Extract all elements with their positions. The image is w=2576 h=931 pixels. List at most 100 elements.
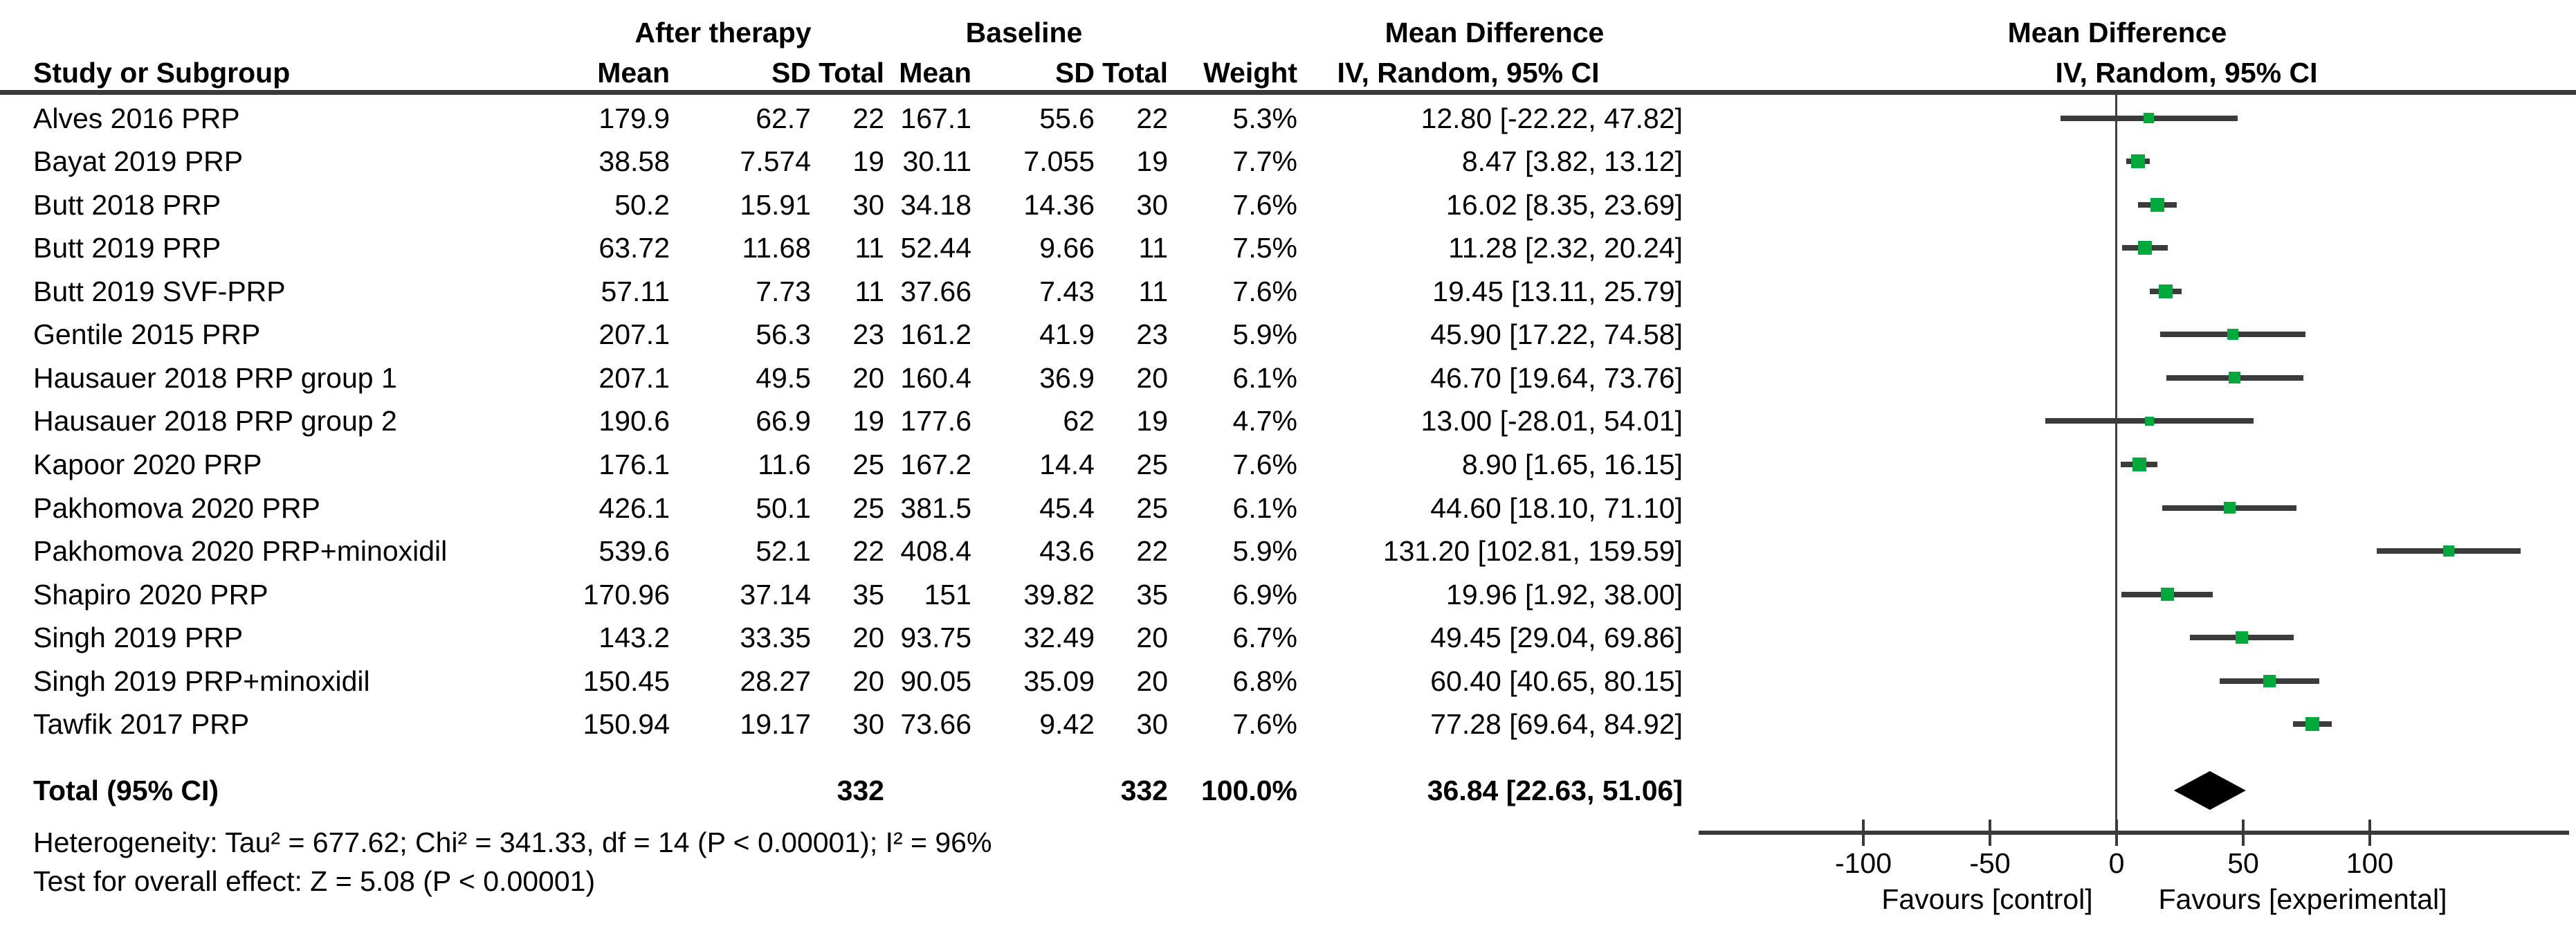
md-ci-cell: 44.60 [18.10, 71.10] bbox=[1430, 491, 1683, 524]
baseline-sd-cell: 9.42 bbox=[1039, 708, 1095, 741]
md-ci-cell: 8.90 [1.65, 16.15] bbox=[1461, 449, 1683, 480]
baseline-total-cell: 11 bbox=[1138, 232, 1168, 264]
study-name-cell: Butt 2019 SVF-PRP bbox=[33, 275, 286, 307]
baseline-mean-cell: 160.4 bbox=[900, 361, 971, 394]
baseline-total-cell: 30 bbox=[1136, 708, 1168, 741]
after-total-cell: 20 bbox=[852, 622, 884, 654]
after-total-cell: 22 bbox=[852, 535, 884, 568]
after-mean-cell: 539.6 bbox=[599, 535, 670, 568]
weight-cell: 7.6% bbox=[1232, 275, 1297, 307]
after-mean-cell: 143.2 bbox=[599, 622, 670, 654]
x-axis-line bbox=[1699, 831, 2569, 835]
md-ci-cell: 16.02 [8.35, 23.69] bbox=[1446, 188, 1683, 221]
baseline-total-cell: 22 bbox=[1136, 102, 1168, 134]
md-ci-cell: 49.45 [29.04, 69.86] bbox=[1430, 622, 1683, 654]
after-total-cell: 30 bbox=[852, 188, 884, 221]
after-sd-cell: 11.6 bbox=[758, 449, 811, 480]
table-row: Bayat 2019 PRP 38.58 7.574 19 30.11 7.05… bbox=[0, 140, 2576, 183]
after-total-cell: 30 bbox=[852, 708, 884, 741]
baseline-sd-cell: 35.09 bbox=[1023, 665, 1095, 697]
baseline-sd-cell: 7.055 bbox=[1023, 145, 1095, 178]
weight-cell: 6.8% bbox=[1232, 665, 1297, 697]
baseline-sd-cell: 14.36 bbox=[1023, 188, 1095, 221]
table-row: Butt 2018 PRP 50.2 15.91 30 34.18 14.36 … bbox=[0, 183, 2576, 226]
baseline-mean-cell: 34.18 bbox=[900, 188, 971, 221]
study-name-cell: Kapoor 2020 PRP bbox=[33, 449, 262, 480]
weight-cell: 5.9% bbox=[1232, 535, 1297, 568]
axis-tick bbox=[2368, 820, 2371, 846]
total-after-n-cell: 332 bbox=[837, 775, 884, 806]
study-name-cell: Singh 2019 PRP+minoxidil bbox=[33, 665, 370, 697]
header-baseline: Baseline bbox=[965, 17, 1083, 48]
baseline-total-cell: 20 bbox=[1136, 622, 1168, 654]
baseline-mean-cell: 37.66 bbox=[900, 275, 971, 307]
baseline-mean-cell: 161.2 bbox=[900, 318, 971, 351]
baseline-sd-cell: 43.6 bbox=[1039, 535, 1095, 568]
table-row: Singh 2019 PRP 143.2 33.35 20 93.75 32.4… bbox=[0, 616, 2576, 659]
weight-cell: 6.1% bbox=[1232, 491, 1297, 524]
baseline-mean-cell: 90.05 bbox=[900, 665, 971, 697]
baseline-mean-cell: 408.4 bbox=[900, 535, 971, 568]
table-row: Alves 2016 PRP 179.9 62.7 22 167.1 55.6 … bbox=[0, 97, 2576, 140]
baseline-sd-cell: 14.4 bbox=[1039, 449, 1095, 480]
md-ci-cell: 12.80 [-22.22, 47.82] bbox=[1421, 102, 1683, 134]
table-row: Pakhomova 2020 PRP 426.1 50.1 25 381.5 4… bbox=[0, 487, 2576, 530]
total-label-cell: Total (95% CI) bbox=[33, 775, 219, 806]
after-sd-cell: 19.17 bbox=[740, 708, 811, 741]
baseline-mean-cell: 73.66 bbox=[900, 708, 971, 741]
baseline-sd-cell: 9.66 bbox=[1039, 232, 1095, 264]
after-sd-cell: 49.5 bbox=[756, 361, 811, 394]
table-row: Tawfik 2017 PRP 150.94 19.17 30 73.66 9.… bbox=[0, 703, 2576, 745]
axis-tick-label: -50 bbox=[1969, 847, 2011, 879]
md-ci-cell: 19.96 [1.92, 38.00] bbox=[1446, 578, 1683, 611]
baseline-mean-cell: 52.44 bbox=[900, 232, 971, 264]
md-ci-cell: 8.47 [3.82, 13.12] bbox=[1461, 145, 1683, 178]
after-total-cell: 20 bbox=[852, 665, 884, 697]
weight-cell: 4.7% bbox=[1232, 405, 1297, 437]
point-estimate-marker bbox=[2443, 545, 2455, 557]
axis-tick bbox=[1862, 820, 1865, 846]
table-row: Hausauer 2018 PRP group 1 207.1 49.5 20 … bbox=[0, 356, 2576, 399]
baseline-mean-cell: 167.2 bbox=[900, 449, 971, 480]
after-total-cell: 11 bbox=[855, 232, 884, 264]
header-after-therapy: After therapy bbox=[634, 17, 812, 48]
weight-cell: 5.3% bbox=[1232, 102, 1297, 134]
after-mean-cell: 190.6 bbox=[599, 405, 670, 437]
weight-cell: 6.1% bbox=[1232, 361, 1297, 394]
weight-cell: 7.6% bbox=[1232, 449, 1297, 480]
col-baseline-total-header: Total bbox=[1102, 57, 1168, 89]
after-sd-cell: 15.91 bbox=[740, 188, 811, 221]
weight-cell: 7.6% bbox=[1232, 708, 1297, 741]
study-name-cell: Tawfik 2017 PRP bbox=[33, 708, 250, 741]
baseline-total-cell: 19 bbox=[1136, 145, 1168, 178]
study-name-cell: Hausauer 2018 PRP group 1 bbox=[33, 361, 397, 394]
after-total-cell: 20 bbox=[852, 361, 884, 394]
baseline-sd-cell: 39.82 bbox=[1023, 578, 1095, 611]
point-estimate-marker bbox=[2138, 241, 2153, 255]
baseline-total-cell: 22 bbox=[1136, 535, 1168, 568]
after-sd-cell: 7.73 bbox=[756, 275, 811, 307]
overall-effect-text: Test for overall effect: Z = 5.08 (P < 0… bbox=[33, 865, 596, 897]
favours-control-label: Favours [control] bbox=[1881, 883, 2093, 915]
after-mean-cell: 207.1 bbox=[599, 361, 670, 394]
point-estimate-marker bbox=[2144, 113, 2155, 124]
after-mean-cell: 426.1 bbox=[599, 491, 670, 524]
col-iv-ci-plot-header: IV, Random, 95% CI bbox=[2055, 57, 2318, 89]
after-total-cell: 23 bbox=[852, 318, 884, 351]
weight-cell: 7.6% bbox=[1232, 188, 1297, 221]
baseline-mean-cell: 381.5 bbox=[900, 491, 971, 524]
study-name-cell: Butt 2019 PRP bbox=[33, 232, 221, 264]
axis-tick-label: 0 bbox=[2108, 847, 2125, 879]
md-ci-cell: 131.20 [102.81, 159.59] bbox=[1382, 535, 1683, 568]
baseline-total-cell: 25 bbox=[1136, 491, 1168, 524]
after-mean-cell: 150.45 bbox=[583, 665, 670, 697]
favours-experimental-label: Favours [experimental] bbox=[2158, 883, 2447, 915]
study-name-cell: Alves 2016 PRP bbox=[33, 102, 240, 134]
after-mean-cell: 38.58 bbox=[599, 145, 670, 178]
point-estimate-marker bbox=[2227, 329, 2238, 341]
point-estimate-marker bbox=[2235, 631, 2248, 644]
study-name-cell: Hausauer 2018 PRP group 2 bbox=[33, 405, 397, 437]
after-total-cell: 19 bbox=[852, 405, 884, 437]
table-row: Shapiro 2020 PRP 170.96 37.14 35 151 39.… bbox=[0, 573, 2576, 616]
